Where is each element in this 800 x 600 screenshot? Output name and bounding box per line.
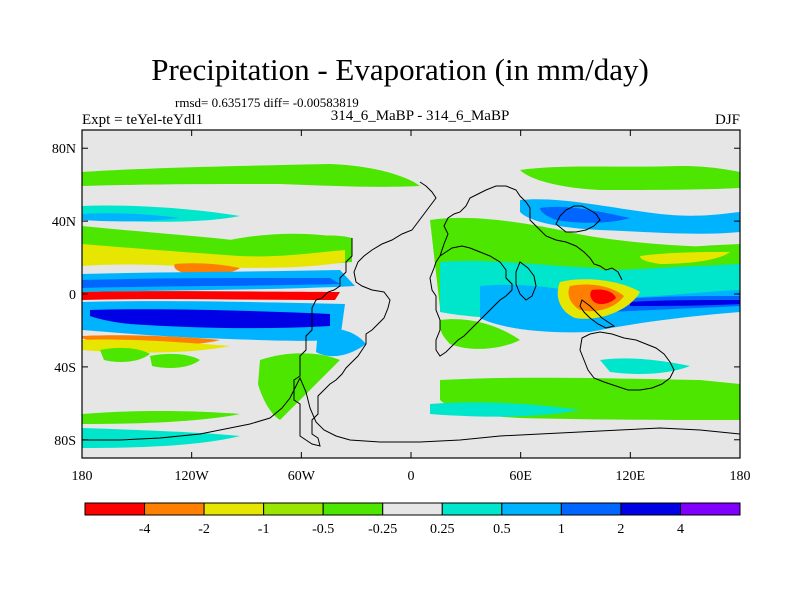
plot-title: Precipitation - Evaporation (in mm/day) xyxy=(151,52,649,87)
contour-south-atlantic-green xyxy=(258,353,340,420)
contour-south-pacific-green-1 xyxy=(150,353,200,368)
colorbar-label: -1 xyxy=(258,522,270,537)
x-tick-label: 120W xyxy=(175,469,210,484)
coastline-antarctica xyxy=(82,376,740,443)
colorbar-swatch xyxy=(84,502,146,516)
coastline-east-asia xyxy=(555,205,601,233)
coastline-americas xyxy=(293,181,437,447)
contour-north-indian-blue xyxy=(520,199,740,234)
x-tick-label: 120E xyxy=(616,469,646,484)
x-tick-label: 60E xyxy=(509,469,532,484)
y-tick-label: 80S xyxy=(54,434,76,449)
y-tick-label: 40N xyxy=(52,215,76,230)
contour-south-america-blue xyxy=(316,328,366,357)
colorbar-swatch xyxy=(382,502,443,516)
x-tick-label: 180 xyxy=(730,469,751,484)
coastlines xyxy=(82,181,740,447)
colorbar-label: -0.25 xyxy=(368,522,397,537)
contour-fill-layer xyxy=(82,164,740,448)
colorbar-swatch xyxy=(144,502,205,516)
contour-east-asia-green xyxy=(520,166,740,190)
experiment-label: Expt = teYel-teYdl1 xyxy=(82,112,204,128)
y-tick-label: 40S xyxy=(54,361,76,376)
contour-pacific-equator-red xyxy=(82,291,340,300)
x-tick-label: 60W xyxy=(288,469,316,484)
coastline-maritime xyxy=(579,299,616,329)
colorbar-swatch xyxy=(263,502,324,516)
x-axis: 180 120W 60W 0 60E 120E 180 xyxy=(72,130,751,484)
y-tick-label: 0 xyxy=(69,288,76,303)
colorbar-swatch xyxy=(560,502,622,516)
colorbar-label: 4 xyxy=(677,522,684,537)
colorbar-swatch xyxy=(203,502,265,516)
y-axis: 80N 40N 0 40S 80S xyxy=(52,142,740,449)
contour-north-atlantic-green xyxy=(230,233,345,252)
contour-southern-indian-cyan xyxy=(430,402,580,417)
season-label: DJF xyxy=(714,112,740,128)
contour-maritime-red xyxy=(590,289,616,305)
contour-pacific-north-yellow xyxy=(82,244,345,268)
coastline-africa-eurasia xyxy=(429,245,513,357)
contour-north-pacific-blue xyxy=(82,213,180,222)
colorbar-label: 0.25 xyxy=(430,522,455,537)
contour-southern-ocean-green xyxy=(82,411,240,424)
contour-south-pacific-cyan-1 xyxy=(600,358,690,374)
contour-north-indian-deep xyxy=(540,206,630,223)
colorbar-label: 0.5 xyxy=(493,522,511,537)
rmsd-diff-stats: rmsd= 0.635175 diff= -0.00583819 xyxy=(175,95,359,110)
y-tick-label: 80N xyxy=(52,142,76,157)
colorbar-swatch xyxy=(441,502,503,516)
colorbar-label: -2 xyxy=(198,522,210,537)
colorbar-label: -0.5 xyxy=(312,522,334,537)
x-tick-label: 0 xyxy=(408,469,415,484)
coastline-australia xyxy=(579,331,675,391)
x-tick-label: 180 xyxy=(72,469,93,484)
colorbar-label: 2 xyxy=(617,522,624,537)
contour-africa-south-green xyxy=(439,319,520,349)
colorbar-label: 1 xyxy=(558,522,565,537)
colorbar-label: -4 xyxy=(139,522,151,537)
contour-pacific-equator-deep xyxy=(82,278,340,288)
colorbar-swatch xyxy=(679,502,741,516)
colorbar-swatch xyxy=(620,502,681,516)
run-comparison-label: 314_6_MaBP - 314_6_MaBP xyxy=(330,108,510,124)
colorbar-swatch xyxy=(322,502,384,516)
contour-south-pacific-green-2 xyxy=(100,347,150,362)
contour-indian-ocean-navy xyxy=(630,300,740,306)
coastline-eurasia-north xyxy=(439,185,623,281)
contour-north-west-pacific-yellow xyxy=(640,252,730,264)
coastline-india xyxy=(515,261,537,301)
colorbar-swatch xyxy=(501,502,562,516)
contour-north-pacific-green xyxy=(82,164,420,187)
contour-pacific-south-deep xyxy=(90,309,330,329)
colorbar: -4 -2 -1 -0.5 -0.25 0.25 0.5 1 2 4 xyxy=(84,502,741,537)
